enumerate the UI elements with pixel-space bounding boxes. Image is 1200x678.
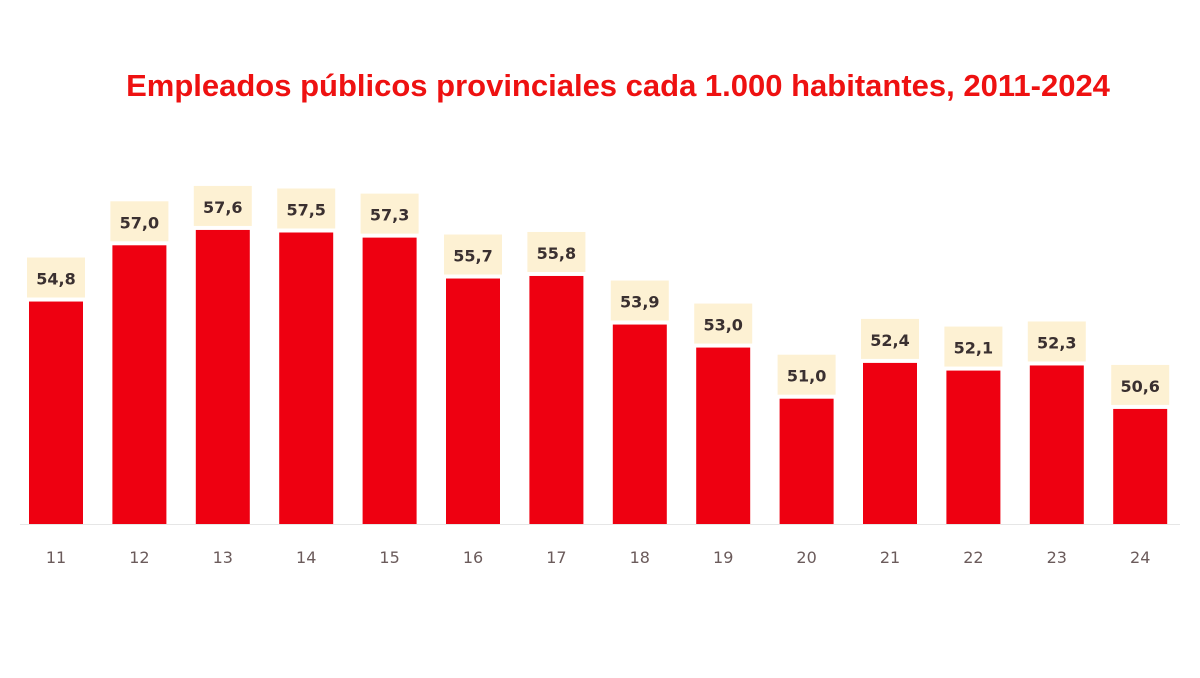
bar-18	[612, 324, 667, 524]
data-label-bg	[527, 231, 586, 272]
x-tick-label: 24	[1130, 548, 1150, 567]
data-label: 50,6	[1120, 377, 1159, 396]
data-label-bg	[110, 201, 169, 242]
data-label-bg	[944, 326, 1003, 367]
bar-13	[195, 229, 250, 524]
data-label-bg	[1111, 364, 1170, 405]
x-tick-label: 15	[379, 548, 399, 567]
data-label: 55,8	[537, 244, 576, 263]
data-label: 57,5	[286, 201, 325, 220]
x-tick-label: 16	[463, 548, 483, 567]
data-label: 52,3	[1037, 333, 1076, 352]
data-label: 52,1	[954, 339, 993, 358]
data-label: 53,9	[620, 293, 659, 312]
x-tick-label: 11	[46, 548, 66, 567]
data-label-bg	[777, 354, 836, 395]
x-tick-label: 23	[1047, 548, 1067, 567]
x-tick-label: 20	[796, 548, 816, 567]
bar-19	[696, 347, 751, 524]
x-tick-label: 22	[963, 548, 983, 567]
bar-17	[529, 275, 584, 524]
x-tick-label: 13	[213, 548, 233, 567]
data-label-bg	[694, 303, 753, 344]
data-label-bg	[444, 234, 502, 275]
bar-15	[362, 237, 417, 524]
x-tick-label: 12	[129, 548, 149, 567]
data-label: 57,6	[203, 198, 242, 217]
bar-20	[779, 398, 834, 524]
data-label: 57,3	[370, 206, 409, 225]
data-label: 57,0	[120, 213, 159, 232]
x-tick-label: 17	[546, 548, 566, 567]
data-label-bg	[277, 188, 336, 229]
bar-23	[1029, 365, 1084, 524]
bar-12	[112, 245, 167, 525]
x-tick-label: 21	[880, 548, 900, 567]
data-label: 54,8	[36, 270, 75, 289]
bar-11	[29, 301, 83, 524]
x-tick-label: 14	[296, 548, 316, 567]
bar-16	[446, 278, 500, 524]
data-label: 55,7	[453, 247, 492, 266]
x-tick-label: 19	[713, 548, 733, 567]
chart-title: Empleados públicos provinciales cada 1.0…	[126, 68, 1110, 103]
bar-24	[1113, 408, 1168, 524]
data-label-bg	[193, 185, 252, 226]
data-label: 52,4	[870, 331, 909, 350]
data-label-bg	[1027, 321, 1086, 362]
x-tick-label: 18	[630, 548, 650, 567]
data-label-bg	[610, 280, 669, 321]
bar-14	[279, 232, 334, 524]
data-label: 51,0	[787, 367, 826, 386]
data-label-bg	[27, 257, 85, 298]
data-label: 53,0	[703, 316, 742, 335]
bar-22	[946, 370, 1001, 524]
data-label-bg	[360, 193, 419, 234]
data-label-bg	[861, 318, 919, 359]
bar-21	[863, 362, 917, 524]
